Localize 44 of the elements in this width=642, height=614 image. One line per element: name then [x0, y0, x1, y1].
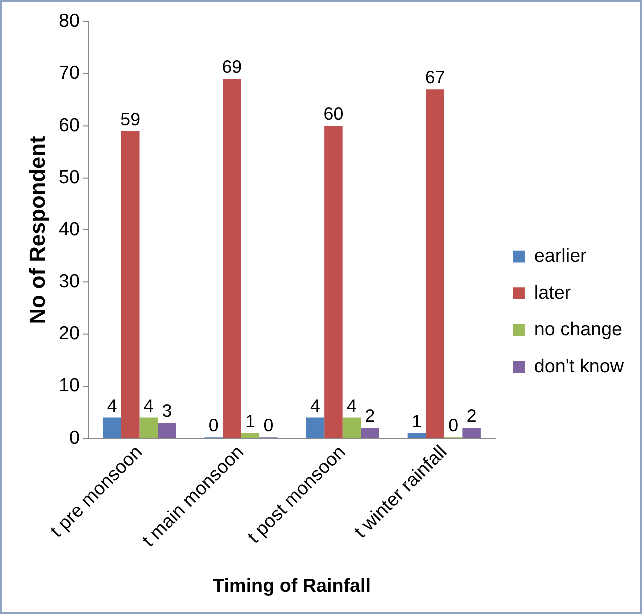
data-label: 67: [425, 68, 446, 88]
x-axis-title: Timing of Rainfall: [213, 574, 372, 596]
data-label: 60: [324, 104, 344, 124]
bar: [140, 418, 158, 438]
data-label: 0: [208, 416, 219, 436]
legend-label: no change: [534, 318, 623, 340]
data-label: 3: [162, 401, 172, 422]
y-tick-label: 60: [59, 114, 80, 136]
data-label: 4: [347, 396, 358, 416]
legend-label: later: [534, 282, 572, 303]
legend-label: earlier: [534, 245, 587, 266]
bar: [324, 126, 343, 438]
data-label: 2: [365, 406, 376, 426]
y-tick-label: 70: [59, 62, 80, 84]
y-tick-label: 50: [59, 166, 80, 188]
y-tick-label: 0: [70, 426, 80, 448]
bar: [121, 131, 140, 438]
bar: [408, 433, 426, 438]
bar: [462, 428, 481, 438]
data-label: 4: [310, 396, 320, 416]
data-label: 2: [466, 406, 477, 426]
y-tick-label: 20: [59, 322, 80, 344]
y-tick-label: 40: [59, 218, 80, 240]
bar: [361, 428, 380, 438]
y-tick-label: 30: [59, 270, 80, 292]
data-label: 1: [245, 411, 256, 432]
data-label: 4: [144, 396, 154, 416]
bar: [342, 418, 362, 438]
bar: [223, 79, 242, 438]
data-label: 59: [120, 109, 141, 130]
data-label: 1: [412, 411, 422, 432]
data-label: 69: [222, 57, 242, 78]
data-label: 0: [448, 416, 459, 436]
data-label: 0: [264, 416, 274, 436]
bar: [103, 418, 122, 438]
y-tick-label: 10: [59, 374, 80, 396]
bar: [158, 423, 176, 438]
y-axis-title: No of Respondent: [24, 136, 50, 324]
bar: [306, 418, 325, 438]
data-label: 4: [107, 396, 118, 416]
legend-label: don't know: [534, 355, 624, 376]
bar: [241, 433, 260, 438]
y-tick-label: 80: [59, 10, 80, 32]
bar: [426, 90, 444, 438]
